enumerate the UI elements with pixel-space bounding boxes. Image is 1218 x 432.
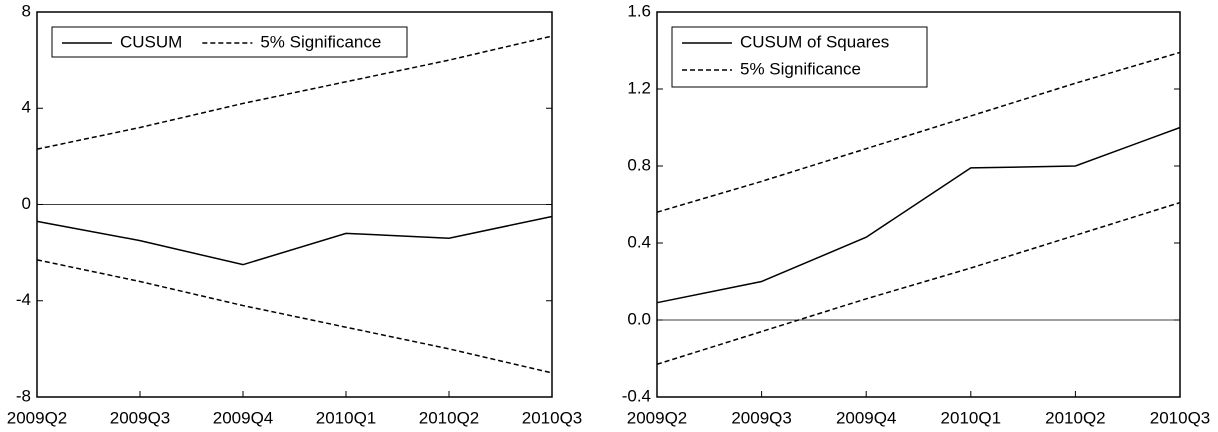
y-tick-label: -8 [16,386,31,405]
series-line [656,51,1181,213]
x-tick-label: 2009Q2 [7,408,68,427]
x-tick-label: 2010Q3 [1150,408,1211,427]
x-tick-label: 2010Q1 [316,408,377,427]
legend-box [671,26,928,88]
series-line [36,215,553,266]
x-tick-label: 2009Q4 [836,408,897,427]
x-tick-label: 2009Q4 [213,408,274,427]
series-line [656,126,1181,304]
x-tick-label: 2010Q1 [941,408,1002,427]
y-tick-label: 1.6 [627,1,651,20]
x-tick-label: 2010Q2 [419,408,480,427]
y-tick-label: -4 [16,290,31,309]
y-tick-label: 0.8 [627,155,651,174]
y-tick-label: 4 [22,98,31,117]
y-tick-label: 1.2 [627,78,651,97]
y-tick-label: 0.0 [627,309,651,328]
y-tick-label: -0.4 [622,386,651,405]
legend-label: 5% Significance [740,59,861,78]
legend-box [51,26,408,58]
legend-label: CUSUM [120,32,182,51]
x-tick-label: 2009Q3 [731,408,792,427]
legend-label: CUSUM of Squares [740,32,889,51]
legend-label: 5% Significance [260,32,381,51]
y-tick-label: 8 [22,1,31,20]
x-tick-label: 2010Q2 [1045,408,1106,427]
x-tick-label: 2010Q3 [522,408,583,427]
x-tick-label: 2009Q2 [627,408,688,427]
series-line [656,201,1181,365]
series-line [36,259,553,374]
y-tick-label: 0 [22,194,31,213]
plot-frame [656,11,1181,398]
y-tick-label: 0.4 [627,232,651,251]
x-tick-label: 2009Q3 [110,408,171,427]
